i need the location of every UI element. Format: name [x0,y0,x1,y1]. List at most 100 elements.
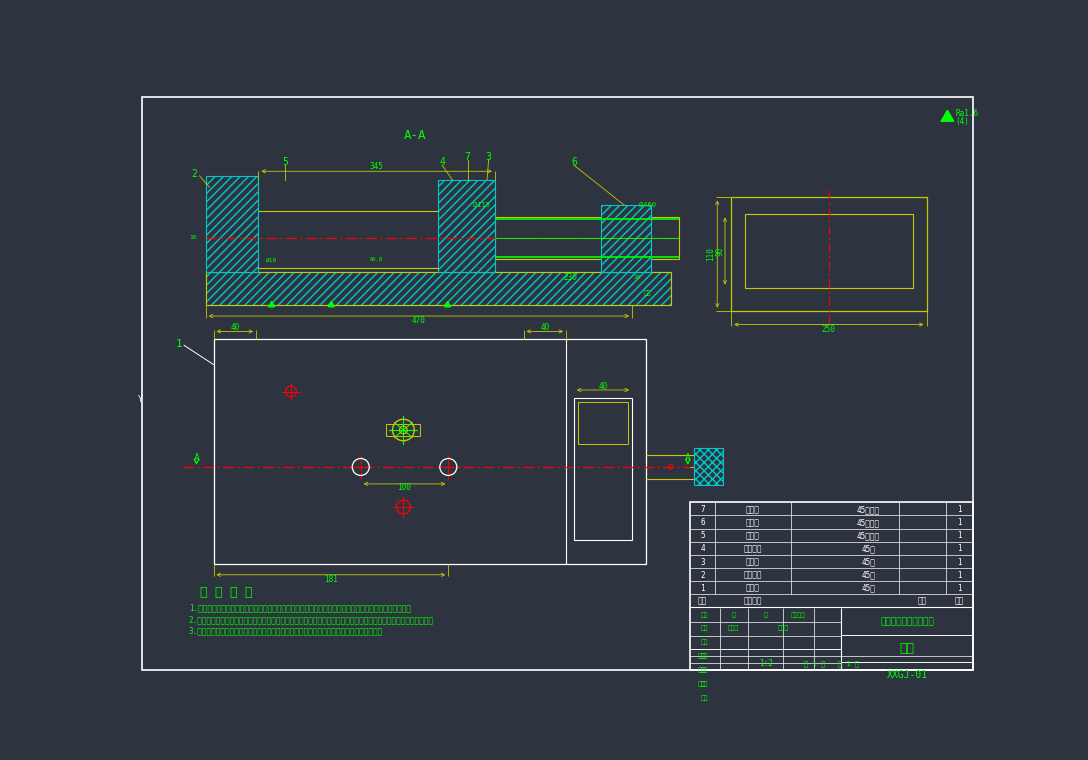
Text: 第 1 张   第 1 张: 第 1 张 第 1 张 [804,660,860,667]
Bar [280,272,299,306]
Text: 40: 40 [540,323,549,332]
Text: 10: 10 [189,235,196,240]
Bar [206,272,670,306]
Text: A: A [684,453,691,463]
Polygon shape [269,302,275,307]
Text: 设计: 设计 [701,626,708,632]
Text: 调整板: 调整板 [746,558,759,566]
Text: 40: 40 [598,382,607,391]
Bar [495,217,679,259]
Text: 1: 1 [701,584,705,593]
Text: 4: 4 [701,544,705,553]
Bar [573,397,632,540]
Text: 技 术 要 求: 技 术 要 求 [199,586,252,599]
Text: 110: 110 [706,247,716,261]
Text: 45钢锻造: 45钢锻造 [857,531,880,540]
Text: 基元: 基元 [644,290,652,296]
Bar [460,209,480,245]
Text: 周振飞: 周振飞 [728,626,739,632]
Bar [331,272,346,306]
Text: A-A: A-A [404,128,426,141]
Text: 230: 230 [564,273,577,282]
Bar [206,176,259,272]
Bar [459,208,481,245]
Text: Ø10: Ø10 [265,258,277,263]
Text: 5: 5 [701,531,705,540]
Text: 7: 7 [465,152,471,162]
Text: 1: 1 [957,558,962,566]
Text: 45钢: 45钢 [862,544,876,553]
Text: 40: 40 [231,323,239,332]
Text: 夹具: 夹具 [900,642,915,655]
Text: 夹头螺套: 夹头螺套 [744,571,763,580]
Bar [434,272,448,306]
Text: 470: 470 [412,316,425,325]
Text: 幅面: 幅面 [701,612,708,618]
Text: 1: 1 [957,505,962,515]
Text: 45钢: 45钢 [862,571,876,580]
Text: Y: Y [137,394,143,404]
Text: 1: 1 [957,518,962,527]
Text: 管控: 管控 [698,667,705,673]
Text: XXGJ-01: XXGJ-01 [887,670,928,680]
Text: Ø460: Ø460 [639,202,656,208]
Text: 图纸序号: 图纸序号 [791,612,806,618]
Text: 345: 345 [370,162,384,171]
Text: 材质: 材质 [918,597,927,606]
Text: 45钢锻造: 45钢锻造 [857,518,880,527]
Text: 管理: 管理 [701,681,708,687]
Text: 100: 100 [397,483,411,492]
Bar [435,272,447,306]
Text: 1: 1 [957,544,962,553]
Text: 250: 250 [821,325,836,334]
Text: 管理: 管理 [698,681,705,687]
Text: 60.8: 60.8 [370,257,383,261]
Text: 夹头轴: 夹头轴 [746,531,759,540]
Text: 4: 4 [440,157,445,167]
Text: 管理: 管理 [701,695,708,701]
Text: 序号: 序号 [697,597,707,606]
Text: 3: 3 [485,152,492,162]
Bar [438,180,495,272]
Text: 3.组装前严格检查并清除零件加工时残留的锐角、毛刺和异物；保证密封件装入时不被擦伤。: 3.组装前严格检查并清除零件加工时残留的锐角、毛刺和异物；保证密封件装入时不被擦… [188,626,383,635]
Text: 齿轮轴: 齿轮轴 [746,505,759,515]
Text: 45钢锻造: 45钢锻造 [857,505,880,515]
Text: 批准: 批准 [698,654,705,659]
Text: 夹头螺套: 夹头螺套 [744,544,763,553]
Text: 6: 6 [701,518,705,527]
Bar [601,205,652,272]
Bar [745,214,913,287]
Text: 1: 1 [957,584,962,593]
Text: 6: 6 [571,157,577,167]
Text: 7: 7 [701,505,705,515]
Text: 描: 描 [731,612,735,618]
Text: 数量: 数量 [955,597,964,606]
Text: 1: 1 [957,571,962,580]
Text: 45钢: 45钢 [862,558,876,566]
Text: 1: 1 [175,339,182,349]
Bar [694,448,724,486]
Polygon shape [329,302,334,307]
Text: 夹头体: 夹头体 [746,584,759,593]
Text: 1:2: 1:2 [758,659,772,668]
Text: 1.零件在装配前必须清理和清洗干净，不得有毛刺、飞边、氧化皮、锈蚀、切屑、油污、着色剂和灰尘等。: 1.零件在装配前必须清理和清洗干净，不得有毛刺、飞边、氧化皮、锈蚀、切屑、油污、… [188,603,410,613]
Text: 夹头座: 夹头座 [746,518,759,527]
Text: 2: 2 [701,571,705,580]
Text: 3: 3 [701,558,705,566]
Text: Ra1.6: Ra1.6 [955,109,978,118]
Text: 标准化: 标准化 [778,626,789,632]
Text: 零件名称: 零件名称 [744,597,763,606]
Polygon shape [941,110,953,122]
Text: Ø115: Ø115 [473,202,491,208]
Text: 2: 2 [191,169,197,179]
Bar [459,208,481,245]
Bar [280,272,298,306]
Polygon shape [445,302,450,307]
Bar [731,198,927,311]
Bar [213,339,646,564]
Bar [386,424,420,436]
Text: 5: 5 [282,157,287,167]
Text: A: A [194,453,199,463]
Text: 管控: 管控 [701,667,708,673]
Text: 批准: 批准 [701,654,708,659]
